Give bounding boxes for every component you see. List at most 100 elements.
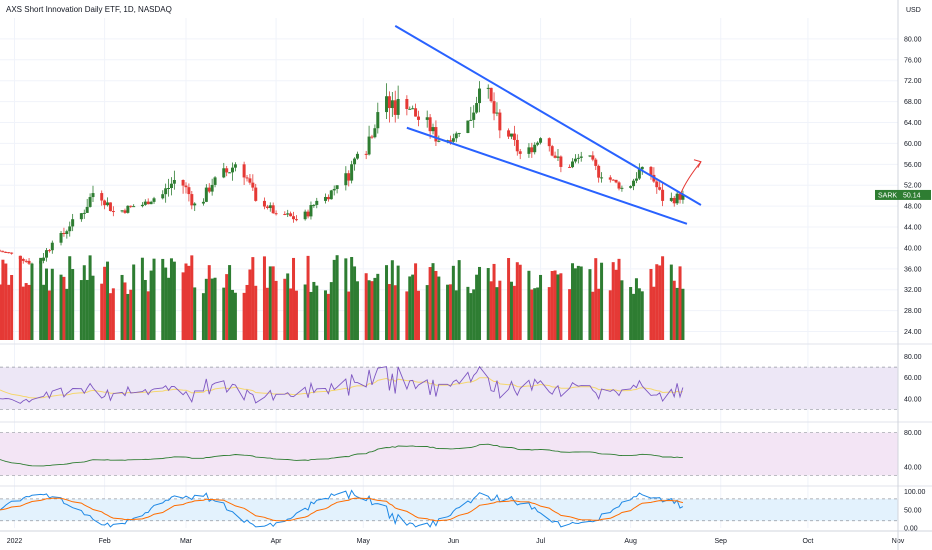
candle-body xyxy=(152,198,156,202)
volume-bar xyxy=(437,276,441,340)
candle-body xyxy=(370,136,374,138)
pane-tick-label: 60.00 xyxy=(904,375,922,382)
candle-body xyxy=(678,193,682,200)
volume-bar xyxy=(353,266,357,340)
wedge-upper-line xyxy=(394,24,702,206)
volume-bar xyxy=(88,255,92,340)
price-tick-label: 76.00 xyxy=(904,57,922,64)
candlestick-series xyxy=(0,81,685,266)
candle-body xyxy=(681,194,685,200)
volume-bar xyxy=(472,289,476,340)
volume-bar xyxy=(678,266,682,340)
candle-body xyxy=(27,260,31,264)
volume-bar xyxy=(274,280,278,340)
candle-body xyxy=(251,182,255,188)
date-tick-label: Aug xyxy=(624,538,637,545)
candle-body xyxy=(268,205,272,208)
volume-bar xyxy=(396,265,400,340)
volume-bar xyxy=(0,284,2,340)
price-badge xyxy=(875,189,931,200)
volume-bar xyxy=(4,263,8,340)
candle-body xyxy=(210,184,214,192)
candle-body xyxy=(579,156,583,158)
candle-body xyxy=(50,242,54,251)
candle-body xyxy=(454,133,458,139)
volume-bar xyxy=(292,257,296,340)
volume-bar xyxy=(332,259,336,340)
volume-bar xyxy=(608,290,612,340)
candle-body xyxy=(344,173,348,186)
candle-body xyxy=(82,212,86,214)
volume-bar xyxy=(271,266,275,340)
date-tick-label: May xyxy=(357,538,371,545)
candle-body xyxy=(71,219,75,227)
candle-body xyxy=(675,193,679,204)
volume-bar xyxy=(233,292,237,340)
volume-bar xyxy=(184,263,188,340)
candle-body xyxy=(108,202,112,212)
volume-bar xyxy=(457,260,461,340)
candle-body xyxy=(312,204,316,206)
breakout-arrow xyxy=(680,161,702,194)
currency-label: USD xyxy=(906,7,921,14)
falling-wedge xyxy=(394,24,702,225)
candle-body xyxy=(600,177,604,179)
candle-body xyxy=(353,158,357,165)
candle-body xyxy=(594,159,598,166)
volume-bar xyxy=(478,266,482,340)
candle-body xyxy=(640,166,644,170)
volume-bar xyxy=(512,285,516,340)
candle-body xyxy=(478,88,482,104)
volume-bar xyxy=(230,289,234,340)
candle-body xyxy=(21,259,25,261)
volume-bar xyxy=(146,291,150,340)
volume-bar xyxy=(164,267,168,340)
volume-bar xyxy=(326,293,330,340)
candle-body xyxy=(106,202,110,206)
volume-bar xyxy=(393,285,397,340)
date-tick-label: Feb xyxy=(99,538,111,545)
candle-body xyxy=(7,252,11,254)
volume-bar xyxy=(126,293,130,340)
date-tick-label: Oct xyxy=(802,538,813,545)
volume-bar xyxy=(210,278,214,340)
candle-body xyxy=(213,177,217,185)
price-tick-label: 24.00 xyxy=(904,329,922,336)
volume-bar xyxy=(495,287,499,340)
arrow-head xyxy=(693,159,702,168)
date-tick-label: Jul xyxy=(536,538,545,545)
candle-body xyxy=(262,200,266,207)
candle-body xyxy=(111,211,115,213)
candle-body xyxy=(201,201,205,204)
candle-body xyxy=(103,200,107,206)
volume-bar xyxy=(62,276,66,340)
candle-body xyxy=(225,168,229,173)
candle-body xyxy=(193,203,197,206)
price-tick-label: 40.00 xyxy=(904,245,922,252)
candle-body xyxy=(88,197,92,207)
volume-bar xyxy=(323,290,327,340)
volume-bar xyxy=(573,268,577,340)
pane-tick-label: 50.00 xyxy=(904,507,922,514)
volume-bar xyxy=(103,266,107,340)
candle-body xyxy=(533,144,537,153)
candle-body xyxy=(59,233,63,243)
volume-bar xyxy=(568,289,572,340)
volume-bar xyxy=(47,290,51,340)
volume-bar xyxy=(268,266,272,340)
candle-body xyxy=(245,177,249,179)
volume-bar xyxy=(533,288,537,340)
candle-body xyxy=(18,255,22,260)
pane-tick-label: 40.00 xyxy=(904,396,922,403)
volume-bar xyxy=(169,258,173,340)
volume-bar xyxy=(629,287,633,340)
candle-body xyxy=(143,201,147,205)
volume-bar xyxy=(303,284,307,340)
volume-bar xyxy=(161,258,165,340)
volume-bar xyxy=(637,288,641,340)
volume-bar xyxy=(492,263,496,340)
volume-histogram xyxy=(0,255,685,340)
volume-bar xyxy=(370,281,374,340)
